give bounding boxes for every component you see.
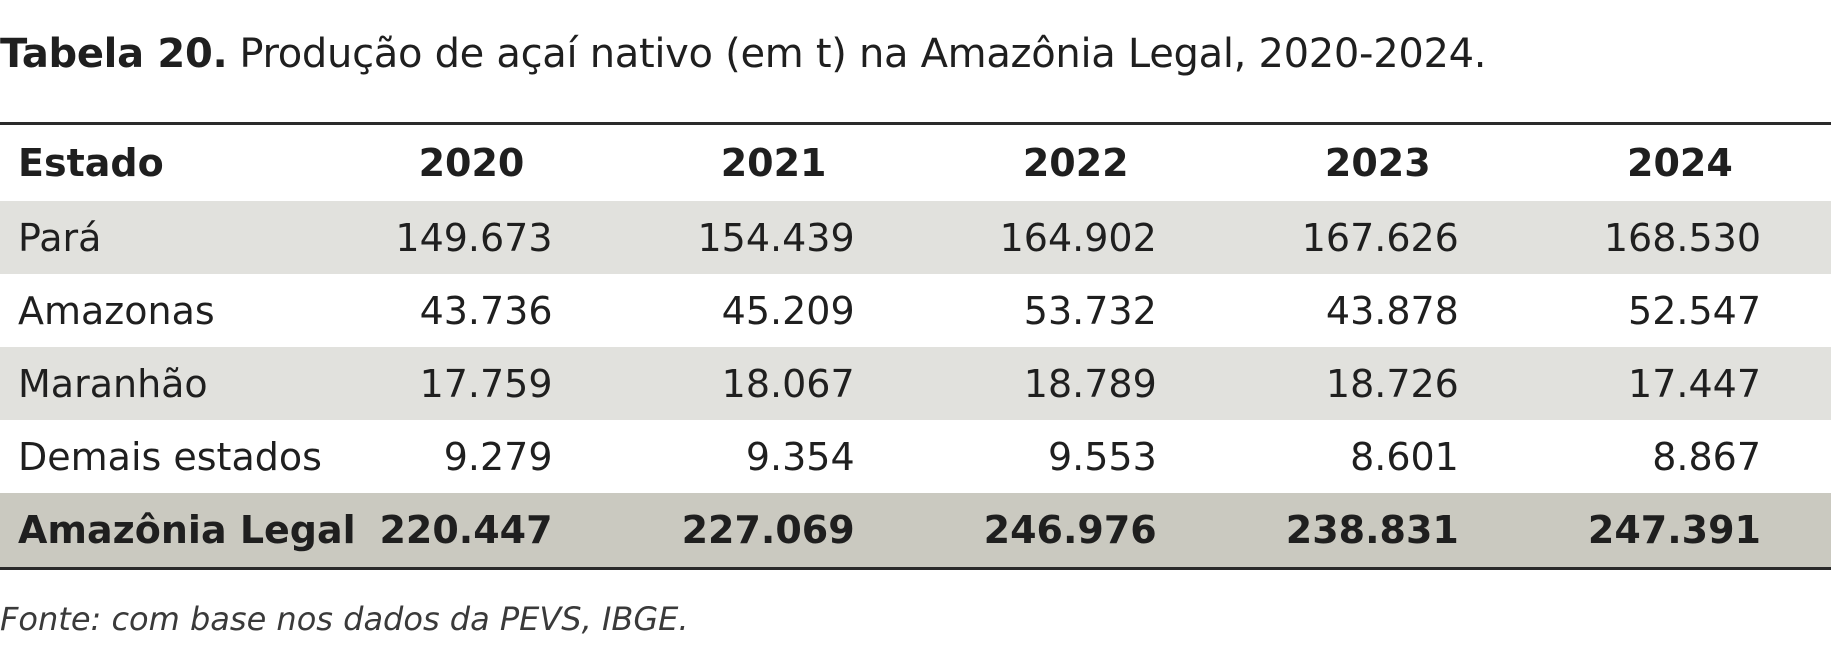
header-year-2021: 2021 (720, 141, 827, 185)
header-year-2023: 2023 (1324, 141, 1431, 185)
total-value-cell: 247.391 (1528, 493, 1831, 567)
value-cell: 43.878 (1226, 274, 1529, 347)
table-caption: Tabela 20. Produção de açaí nativo (em t)… (0, 28, 1487, 80)
total-value-cell: 246.976 (924, 493, 1227, 567)
table-caption-label: Tabela 20. (0, 31, 228, 77)
production-table-container: Estado 2020 2021 2022 2023 2024 Pará 149… (0, 122, 1831, 570)
value-cell: 43.736 (320, 274, 623, 347)
value-cell: 168.530 (1528, 201, 1831, 274)
total-row: Amazônia Legal 220.447 227.069 246.976 2… (0, 493, 1831, 567)
value-cell: 9.553 (924, 420, 1227, 493)
state-cell: Maranhão (0, 347, 321, 420)
value-cell: 167.626 (1226, 201, 1529, 274)
header-year-2022: 2022 (1022, 141, 1129, 185)
value-cell: 164.902 (924, 201, 1227, 274)
table-caption-text: Produção de açaí nativo (em t) na Amazôn… (239, 31, 1487, 77)
header-row: Estado 2020 2021 2022 2023 2024 (0, 125, 1831, 201)
value-cell: 18.067 (622, 347, 925, 420)
value-cell: 9.354 (622, 420, 925, 493)
table-row: Maranhão 17.759 18.067 18.789 18.726 17.… (0, 347, 1831, 420)
production-table: Estado 2020 2021 2022 2023 2024 Pará 149… (0, 125, 1831, 567)
value-cell: 9.279 (320, 420, 623, 493)
value-cell: 8.601 (1226, 420, 1529, 493)
source-note: Fonte: com base nos dados da PEVS, IBGE. (0, 600, 689, 638)
state-cell: Pará (0, 201, 321, 274)
table-row: Amazonas 43.736 45.209 53.732 43.878 52.… (0, 274, 1831, 347)
total-value-cell: 238.831 (1226, 493, 1529, 567)
total-value-cell: 220.447 (320, 493, 623, 567)
value-cell: 149.673 (320, 201, 623, 274)
value-cell: 17.447 (1528, 347, 1831, 420)
header-year-2024: 2024 (1627, 141, 1733, 185)
value-cell: 52.547 (1528, 274, 1831, 347)
value-cell: 17.759 (320, 347, 623, 420)
value-cell: 8.867 (1528, 420, 1831, 493)
value-cell: 154.439 (622, 201, 925, 274)
total-label-cell: Amazônia Legal (0, 493, 356, 567)
header-year-2020: 2020 (418, 141, 525, 185)
state-cell: Amazonas (0, 274, 321, 347)
total-value-cell: 227.069 (622, 493, 925, 567)
value-cell: 53.732 (924, 274, 1227, 347)
value-cell: 18.726 (1226, 347, 1529, 420)
table-row: Pará 149.673 154.439 164.902 167.626 168… (0, 201, 1831, 274)
header-state: Estado (18, 141, 164, 185)
state-cell: Demais estados (0, 420, 322, 493)
table-row: Demais estados 9.279 9.354 9.553 8.601 8… (0, 420, 1831, 493)
value-cell: 18.789 (924, 347, 1227, 420)
value-cell: 45.209 (622, 274, 925, 347)
